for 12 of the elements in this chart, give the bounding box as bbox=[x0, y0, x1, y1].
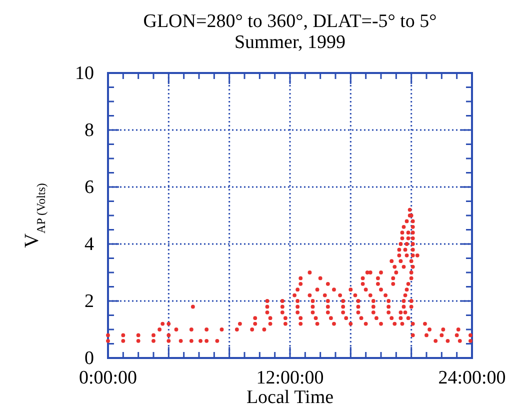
chart-title: GLON=280° to 360°, DLAT=-5° to 5° bbox=[143, 11, 437, 32]
x-axis-title: Local Time bbox=[246, 387, 334, 408]
y-tick-label: 6 bbox=[84, 177, 94, 198]
y-tick-label: 4 bbox=[84, 234, 94, 256]
y-tick-label: 8 bbox=[84, 120, 94, 142]
x-tick-label: 24:00:00 bbox=[438, 368, 506, 388]
x-tick-label: 0:00:00 bbox=[78, 368, 138, 388]
y-tick-label: 2 bbox=[84, 291, 94, 312]
y-tick-label: 0 bbox=[84, 348, 94, 370]
x-tick-label: 12:00:00 bbox=[256, 368, 324, 388]
chart-subtitle: Summer, 1999 bbox=[234, 32, 346, 53]
y-tick-label: 10 bbox=[75, 63, 94, 84]
